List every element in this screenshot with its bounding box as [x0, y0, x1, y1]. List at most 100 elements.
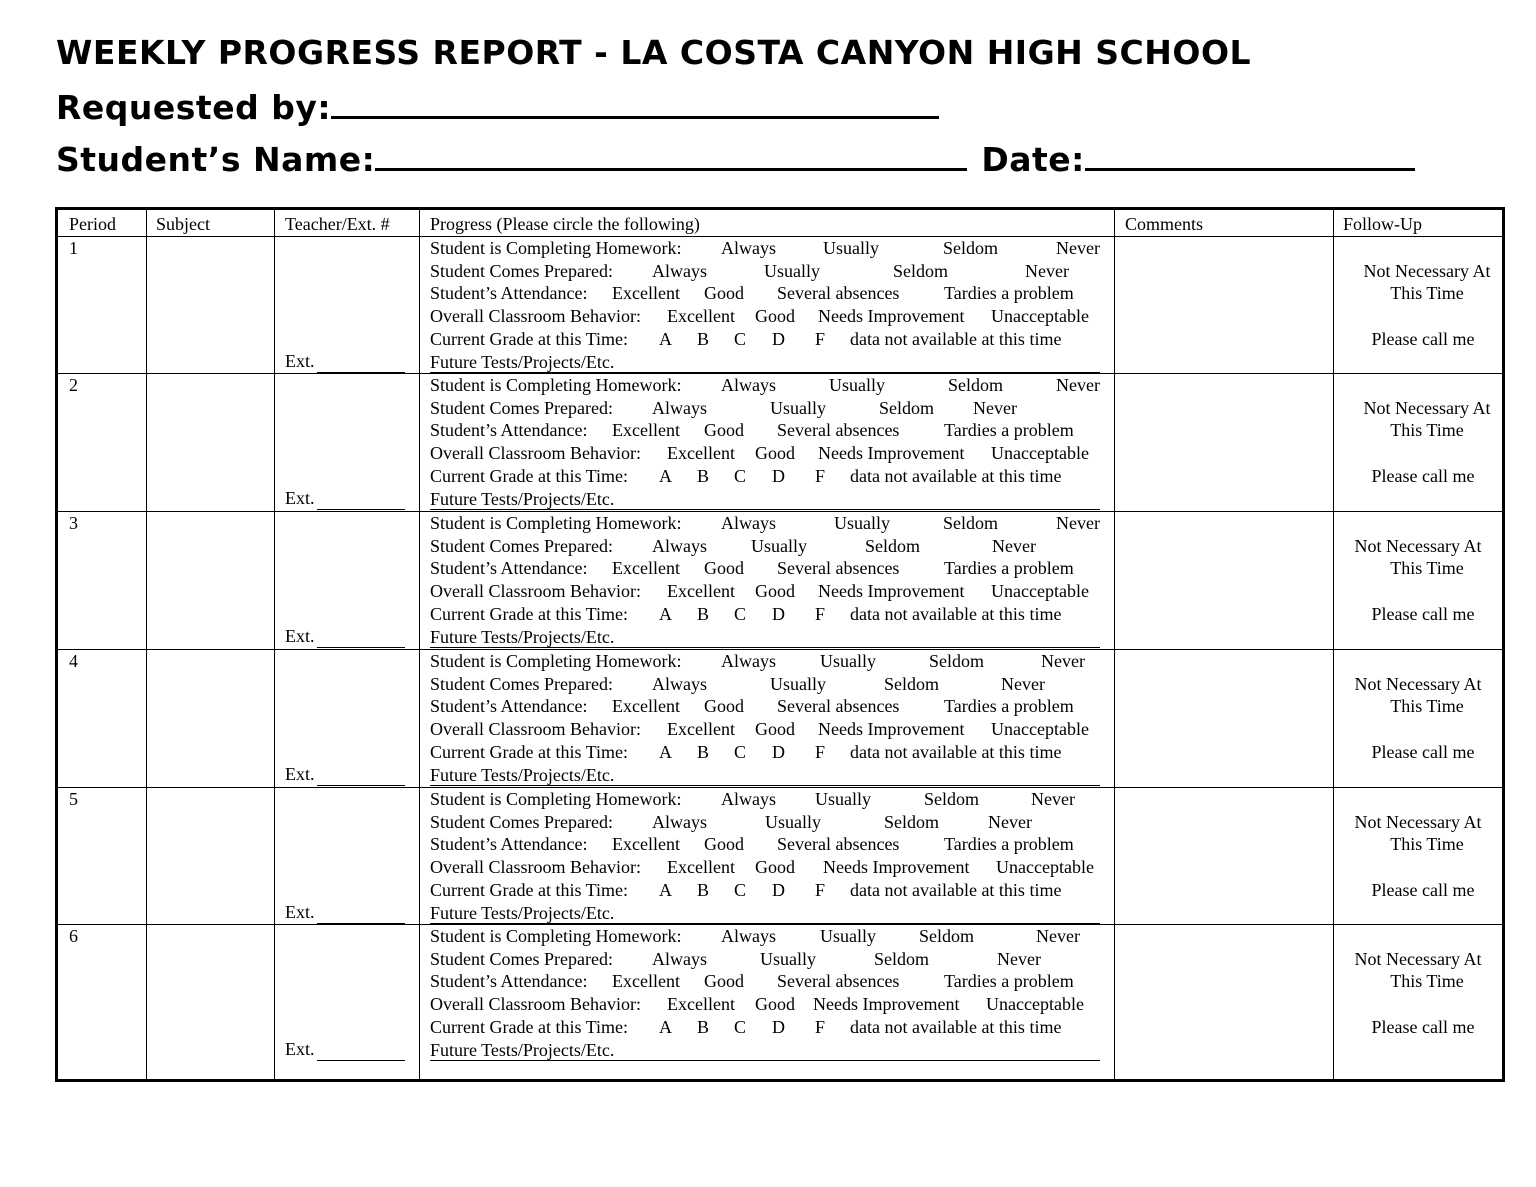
progress-option[interactable]: Seldom: [874, 948, 930, 969]
follow-up-not-necessary[interactable]: Not Necessary At: [1354, 536, 1482, 556]
student-name-field[interactable]: Student’s Name: Date:: [56, 138, 1415, 179]
progress-option[interactable]: Good: [755, 857, 795, 878]
progress-option[interactable]: Excellent: [612, 834, 680, 855]
progress-option[interactable]: Tardies a problem: [944, 971, 1074, 992]
follow-up-not-necessary[interactable]: This Time: [1390, 696, 1464, 716]
progress-option[interactable]: Seldom: [943, 513, 999, 533]
progress-option[interactable]: Never: [1041, 651, 1085, 671]
progress-option[interactable]: Seldom: [893, 260, 949, 281]
progress-option[interactable]: C: [734, 879, 747, 900]
progress-option[interactable]: Always: [652, 811, 707, 832]
follow-up-not-necessary[interactable]: Not Necessary At: [1363, 398, 1491, 418]
progress-option[interactable]: Excellent: [612, 971, 680, 992]
progress-option[interactable]: Good: [755, 581, 795, 602]
progress-option[interactable]: Never: [988, 811, 1032, 832]
progress-option[interactable]: Never: [1031, 789, 1075, 809]
progress-option[interactable]: Needs Improvement: [818, 581, 965, 602]
progress-option[interactable]: C: [734, 1016, 747, 1037]
follow-up-not-necessary[interactable]: Not Necessary At: [1363, 261, 1491, 281]
comments-cell[interactable]: [1121, 928, 1326, 1056]
progress-option[interactable]: Excellent: [612, 696, 680, 717]
progress-option[interactable]: Tardies a problem: [944, 283, 1074, 304]
progress-option[interactable]: Always: [652, 397, 707, 418]
subject-cell[interactable]: [153, 651, 268, 781]
progress-option[interactable]: Never: [992, 535, 1036, 556]
progress-option[interactable]: Seldom: [919, 926, 975, 946]
progress-option[interactable]: B: [697, 1016, 710, 1037]
progress-option[interactable]: data not available at this time: [850, 465, 1062, 486]
progress-option[interactable]: D: [772, 465, 785, 486]
progress-option[interactable]: D: [772, 328, 785, 349]
future-tests-blank[interactable]: [430, 647, 1100, 648]
future-tests-blank[interactable]: [430, 923, 1100, 924]
progress-option[interactable]: Unacceptable: [991, 719, 1089, 740]
requested-by-field[interactable]: Requested by:: [56, 86, 940, 127]
ext-blank[interactable]: [317, 923, 405, 924]
progress-option[interactable]: Good: [755, 443, 795, 464]
progress-option[interactable]: Seldom: [929, 651, 985, 671]
progress-option[interactable]: B: [697, 879, 710, 900]
progress-option[interactable]: B: [697, 603, 710, 624]
progress-option[interactable]: Excellent: [612, 283, 680, 304]
student-name-blank[interactable]: [375, 138, 968, 171]
requested-by-blank[interactable]: [331, 86, 940, 119]
progress-option[interactable]: Usually: [829, 375, 885, 395]
follow-up-call-me[interactable]: Please call me: [1371, 604, 1475, 624]
progress-option[interactable]: Seldom: [924, 789, 980, 809]
progress-option[interactable]: Good: [704, 834, 744, 855]
progress-option[interactable]: Never: [1001, 673, 1045, 694]
progress-option[interactable]: data not available at this time: [850, 328, 1062, 349]
progress-option[interactable]: Always: [652, 673, 707, 694]
follow-up-not-necessary[interactable]: This Time: [1390, 971, 1464, 991]
progress-option[interactable]: Excellent: [667, 443, 735, 464]
progress-option[interactable]: Always: [721, 651, 776, 671]
progress-option[interactable]: Usually: [765, 811, 821, 832]
follow-up-not-necessary[interactable]: Not Necessary At: [1354, 949, 1482, 969]
progress-option[interactable]: Needs Improvement: [813, 994, 960, 1015]
progress-option[interactable]: Several absences: [777, 834, 900, 855]
progress-option[interactable]: F: [815, 741, 826, 762]
progress-option[interactable]: Usually: [834, 513, 890, 533]
progress-option[interactable]: Always: [721, 375, 776, 395]
progress-option[interactable]: Several absences: [777, 283, 900, 304]
comments-cell[interactable]: [1121, 515, 1326, 643]
progress-option[interactable]: Unacceptable: [986, 994, 1084, 1015]
progress-option[interactable]: C: [734, 328, 747, 349]
progress-option[interactable]: Good: [704, 420, 744, 441]
progress-option[interactable]: B: [697, 741, 710, 762]
progress-option[interactable]: A: [659, 603, 672, 624]
progress-option[interactable]: Never: [1056, 375, 1100, 395]
progress-option[interactable]: D: [772, 1016, 785, 1037]
follow-up-not-necessary[interactable]: This Time: [1390, 283, 1464, 303]
progress-option[interactable]: Never: [1036, 926, 1080, 946]
follow-up-call-me[interactable]: Please call me: [1371, 742, 1475, 762]
progress-option[interactable]: Always: [721, 238, 776, 258]
future-tests-blank[interactable]: [430, 372, 1100, 373]
subject-cell[interactable]: [153, 789, 268, 919]
progress-option[interactable]: Always: [652, 535, 707, 556]
progress-option[interactable]: Several absences: [777, 558, 900, 579]
progress-option[interactable]: A: [659, 879, 672, 900]
progress-option[interactable]: F: [815, 879, 826, 900]
progress-option[interactable]: B: [697, 465, 710, 486]
subject-cell[interactable]: [153, 513, 268, 643]
follow-up-not-necessary[interactable]: This Time: [1390, 834, 1464, 854]
follow-up-call-me[interactable]: Please call me: [1371, 329, 1475, 349]
progress-option[interactable]: D: [772, 879, 785, 900]
follow-up-not-necessary[interactable]: This Time: [1390, 558, 1464, 578]
progress-option[interactable]: Always: [652, 948, 707, 969]
progress-option[interactable]: Never: [997, 948, 1041, 969]
progress-option[interactable]: Seldom: [943, 238, 999, 258]
progress-option[interactable]: Usually: [770, 397, 826, 418]
progress-option[interactable]: Good: [704, 558, 744, 579]
progress-option[interactable]: Several absences: [777, 420, 900, 441]
progress-option[interactable]: Usually: [820, 926, 876, 946]
progress-option[interactable]: Tardies a problem: [944, 558, 1074, 579]
progress-option[interactable]: Excellent: [667, 306, 735, 327]
progress-option[interactable]: Tardies a problem: [944, 834, 1074, 855]
progress-option[interactable]: D: [772, 741, 785, 762]
progress-option[interactable]: Never: [1056, 513, 1100, 533]
follow-up-not-necessary[interactable]: Not Necessary At: [1354, 812, 1482, 832]
subject-cell[interactable]: [153, 926, 268, 1056]
progress-option[interactable]: Never: [1056, 238, 1100, 258]
